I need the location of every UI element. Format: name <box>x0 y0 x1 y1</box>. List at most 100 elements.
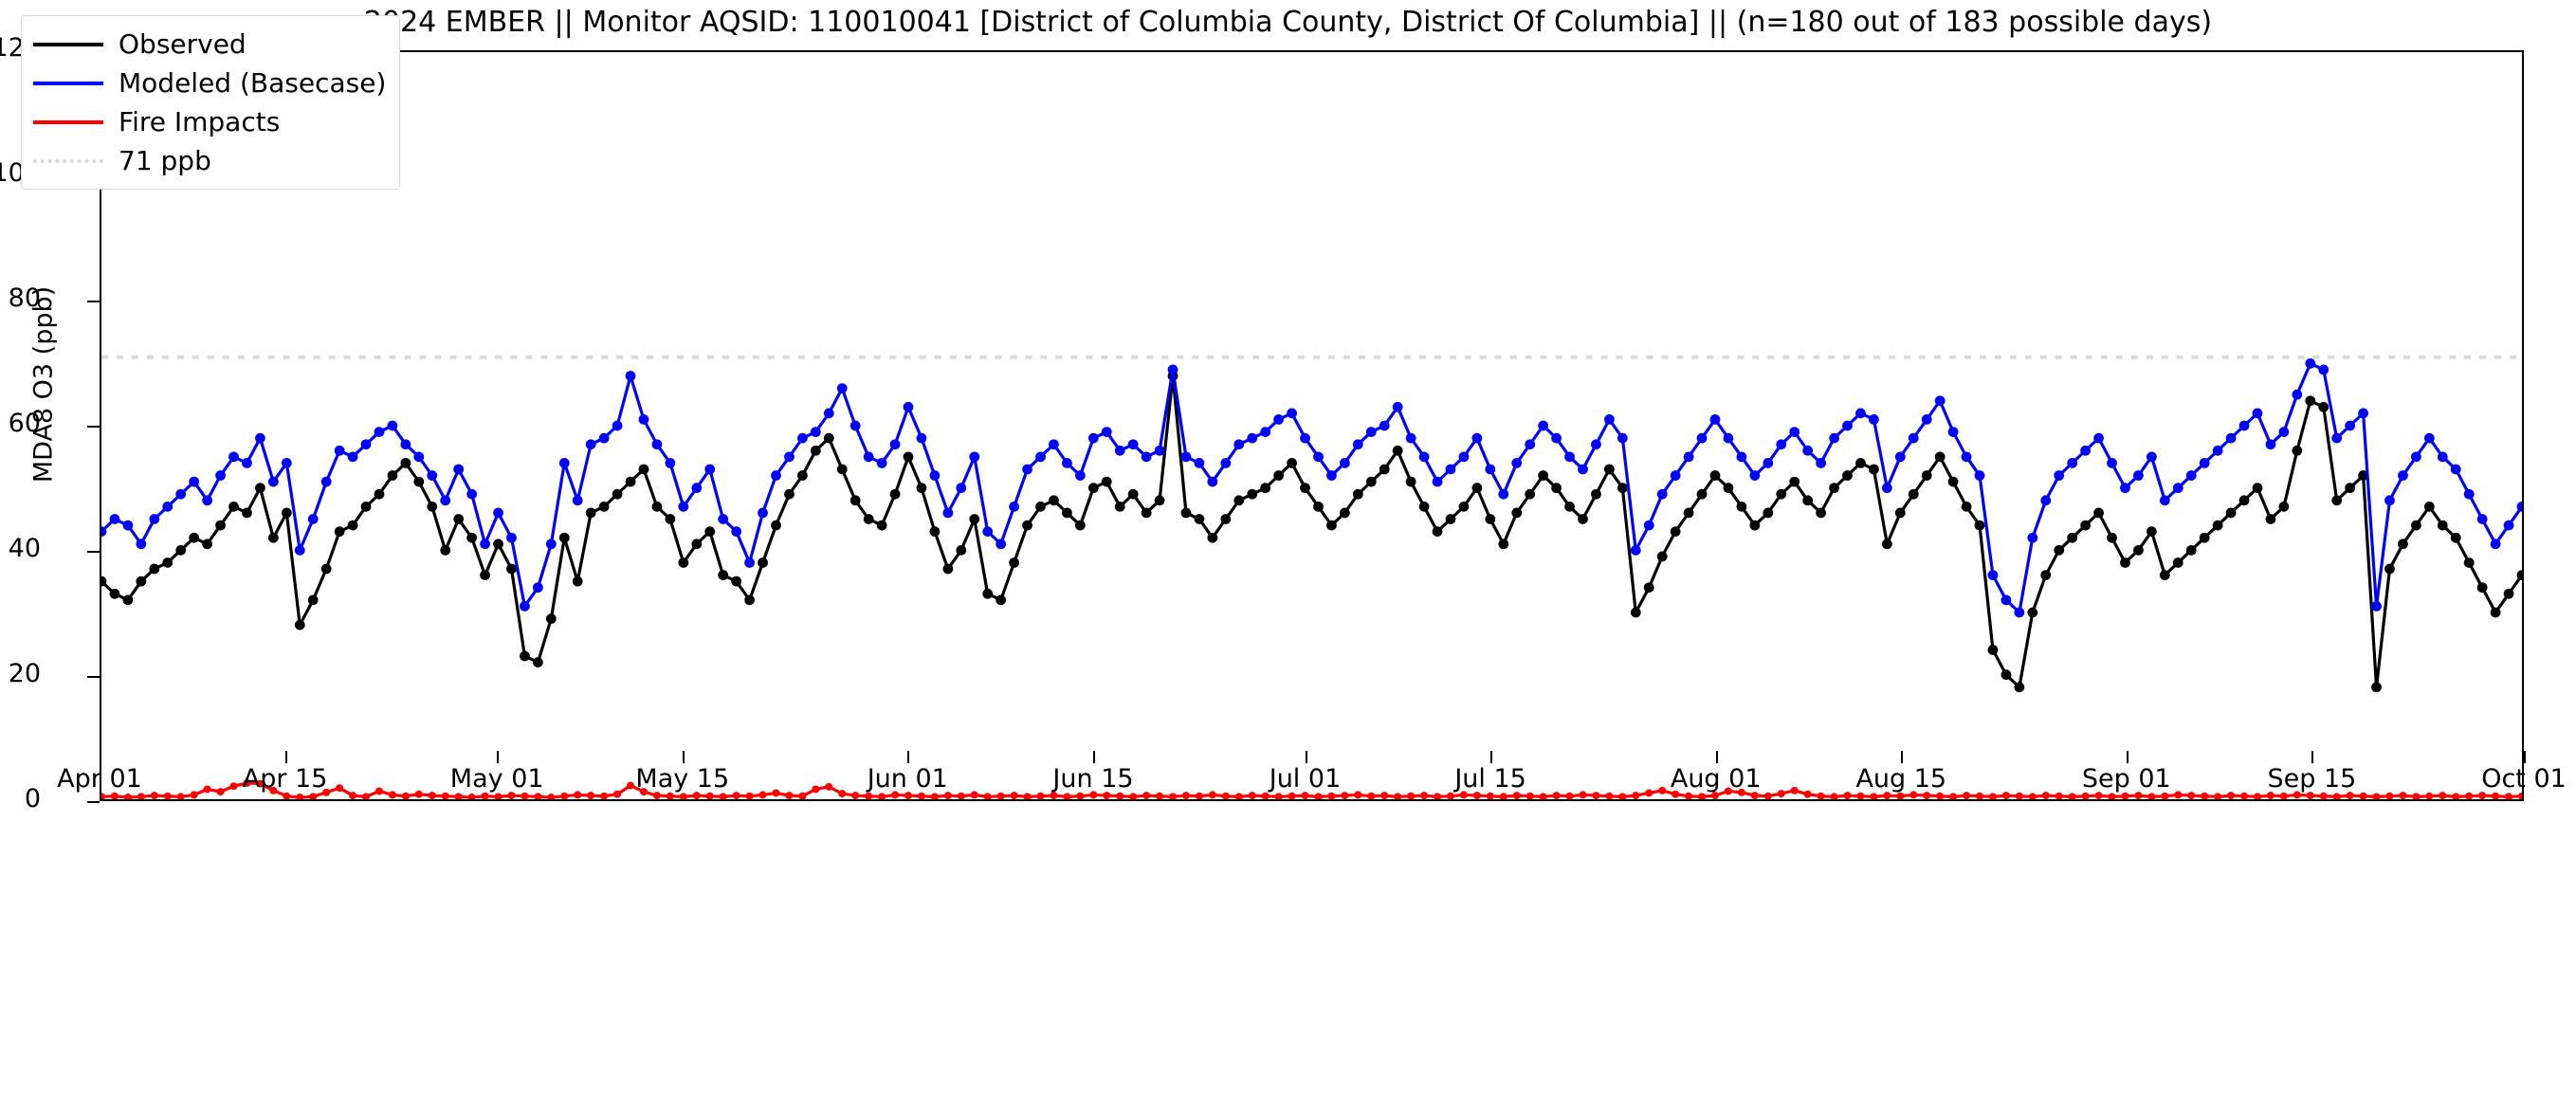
series-point-1 <box>1670 470 1681 481</box>
series-point-2 <box>2147 793 2156 799</box>
series-point-2 <box>2266 792 2275 799</box>
series-point-0 <box>255 483 265 494</box>
series-point-1 <box>2305 357 2316 369</box>
series-point-2 <box>2108 793 2116 799</box>
series-point-0 <box>281 507 292 519</box>
series-point-2 <box>1949 793 1958 799</box>
series-point-2 <box>494 793 502 799</box>
x-tick-mark <box>1490 751 1493 763</box>
series-point-0 <box>2318 401 2329 412</box>
chart-legend[interactable]: Observed Modeled (Basecase) Fire Impacts… <box>21 15 401 190</box>
legend-item-observed[interactable]: Observed <box>33 25 386 64</box>
series-point-2 <box>2412 793 2421 799</box>
series-point-0 <box>334 526 345 538</box>
series-point-0 <box>2067 532 2078 543</box>
series-point-2 <box>1672 790 1680 798</box>
series-point-1 <box>850 420 861 431</box>
series-point-2 <box>865 792 873 799</box>
series-point-1 <box>1961 451 1972 463</box>
series-point-1 <box>665 458 676 468</box>
series-point-1 <box>520 601 530 612</box>
series-point-0 <box>638 464 649 475</box>
series-point-2 <box>534 793 542 799</box>
series-point-2 <box>679 793 687 799</box>
series-point-0 <box>2384 563 2395 575</box>
chart-figure: 2024 EMBER || Monitor AQSID: 110010041 [… <box>0 6 2567 813</box>
y-tick-mark <box>87 676 100 678</box>
series-point-2 <box>1645 789 1653 797</box>
series-point-2 <box>296 794 304 799</box>
series-point-1 <box>784 451 795 463</box>
series-point-0 <box>320 563 332 575</box>
series-point-0 <box>2001 669 2012 681</box>
series-point-1 <box>2172 483 2183 494</box>
series-point-0 <box>1947 476 1959 487</box>
legend-item-threshold[interactable]: 71 ppb <box>33 141 386 180</box>
series-point-1 <box>956 483 967 494</box>
series-point-0 <box>942 563 954 575</box>
series-point-0 <box>1961 501 1972 512</box>
series-point-0 <box>1458 501 1470 512</box>
series-point-2 <box>1420 792 1429 799</box>
series-point-1 <box>2503 520 2514 531</box>
series-point-0 <box>2437 520 2448 531</box>
series-point-1 <box>2476 514 2488 524</box>
series-point-2 <box>1248 792 1256 799</box>
series-point-1 <box>1789 427 1800 437</box>
series-point-2 <box>1750 792 1759 799</box>
series-point-0 <box>1908 488 1919 500</box>
series-point-0 <box>493 539 503 550</box>
series-point-1 <box>1525 439 1536 450</box>
series-point-1 <box>1418 451 1430 463</box>
series-point-2 <box>627 781 635 790</box>
series-point-2 <box>1724 787 1732 795</box>
series-point-2 <box>1010 792 1018 799</box>
series-point-0 <box>1630 607 1641 618</box>
series-point-2 <box>283 792 291 799</box>
series-point-1 <box>1881 483 1892 494</box>
series-point-0 <box>916 483 927 494</box>
series-point-0 <box>294 619 305 630</box>
series-point-2 <box>1063 793 1071 799</box>
series-point-1 <box>1074 470 1086 481</box>
series-point-0 <box>1035 501 1046 512</box>
series-point-0 <box>1881 539 1892 550</box>
series-point-2 <box>2240 792 2249 799</box>
series-point-2 <box>2201 792 2209 799</box>
series-point-1 <box>731 526 742 538</box>
x-tick-label: Apr 01 <box>57 764 142 794</box>
series-point-0 <box>850 495 861 506</box>
series-point-0 <box>2093 507 2104 519</box>
series-point-2 <box>2505 793 2513 799</box>
series-point-2 <box>2015 792 2023 799</box>
series-point-0 <box>149 563 160 575</box>
series-point-2 <box>1605 792 1614 799</box>
series-point-0 <box>996 594 1007 606</box>
series-point-0 <box>1709 470 1721 481</box>
series-point-1 <box>1802 445 1814 456</box>
series-point-0 <box>903 451 914 463</box>
legend-item-fire-impacts[interactable]: Fire Impacts <box>33 102 386 141</box>
series-point-0 <box>1233 495 1245 506</box>
series-point-2 <box>1579 791 1587 799</box>
series-point-1 <box>2490 539 2501 550</box>
series-point-0 <box>1789 476 1800 487</box>
series-point-0 <box>2225 507 2237 519</box>
series-point-1 <box>334 445 345 456</box>
series-point-1 <box>929 470 941 481</box>
series-point-2 <box>1156 792 1164 799</box>
legend-item-modeled[interactable]: Modeled (Basecase) <box>33 64 386 102</box>
series-point-2 <box>587 792 595 799</box>
series-point-2 <box>758 791 767 799</box>
series-point-1 <box>453 464 465 475</box>
series-point-1 <box>996 539 1007 550</box>
series-point-2 <box>904 792 912 799</box>
chart-title: 2024 EMBER || Monitor AQSID: 110010041 [… <box>363 6 2213 39</box>
series-point-1 <box>2093 432 2104 444</box>
series-point-0 <box>1591 488 1601 500</box>
series-point-2 <box>256 779 265 788</box>
series-point-2 <box>1817 792 1825 799</box>
series-point-1 <box>109 514 120 524</box>
x-tick-label: May 01 <box>449 764 544 794</box>
series-point-1 <box>2278 427 2290 437</box>
